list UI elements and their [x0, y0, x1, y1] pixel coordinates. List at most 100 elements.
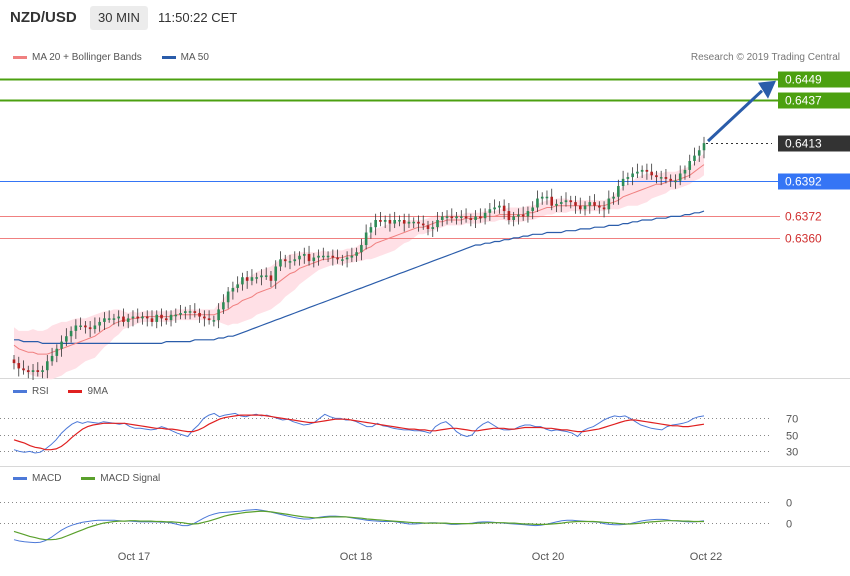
candle	[540, 192, 544, 205]
candle	[650, 163, 653, 180]
candle-body	[450, 216, 454, 219]
rsi-tick-label: 70	[786, 414, 798, 426]
rsi-tick-label: 50	[786, 431, 798, 443]
candle	[488, 203, 492, 221]
candle-body	[279, 259, 282, 267]
legend-rsi-item: RSI	[12, 386, 49, 397]
candle-body	[564, 200, 568, 203]
candle-body	[345, 257, 349, 260]
macd-signal-line	[13, 510, 704, 541]
candle	[174, 308, 178, 323]
candle-body	[526, 211, 530, 217]
candle-body	[212, 320, 216, 322]
candle-body	[188, 311, 192, 313]
candle-body	[598, 205, 601, 208]
candle-body	[636, 171, 639, 174]
candle-body	[602, 207, 606, 210]
candle	[498, 201, 501, 214]
candle	[436, 211, 439, 232]
candle	[312, 253, 316, 268]
candle	[193, 303, 197, 318]
candle-body	[31, 370, 35, 372]
candle-body	[488, 209, 492, 213]
candle	[669, 174, 672, 187]
candle	[569, 195, 573, 209]
candle-body	[540, 196, 544, 199]
candle	[298, 251, 301, 266]
candle	[302, 247, 306, 264]
candle	[17, 356, 21, 377]
candle	[602, 201, 606, 218]
candle-body	[17, 363, 21, 369]
candle	[36, 362, 40, 377]
candle	[350, 247, 354, 263]
candle	[655, 170, 658, 184]
candle-body	[512, 216, 515, 220]
timeframe-badge[interactable]: 30 MIN	[90, 6, 148, 30]
candle-body	[217, 309, 220, 321]
candle-body	[274, 266, 278, 281]
candle-body	[612, 196, 615, 199]
candle	[631, 167, 634, 186]
candle-body	[69, 330, 73, 337]
candle-body	[545, 196, 549, 199]
legend-macd-signal-item: MACD Signal	[80, 473, 160, 484]
candle	[169, 310, 173, 327]
candle	[198, 308, 201, 323]
candle	[241, 272, 244, 291]
candle-body	[588, 202, 592, 206]
candle	[264, 267, 268, 280]
candle	[702, 136, 706, 159]
candle	[279, 251, 282, 271]
candle-body	[293, 259, 297, 262]
candle-body	[645, 169, 649, 172]
rsi-panel: 70 50 30	[0, 412, 798, 459]
candle-body	[402, 220, 406, 224]
candle	[640, 165, 644, 178]
candle	[674, 174, 677, 189]
candle	[502, 199, 506, 220]
candle-body	[84, 325, 87, 328]
candle	[164, 310, 168, 325]
legend-9ma-swatch	[68, 389, 83, 393]
candle	[93, 317, 97, 334]
candle-body	[517, 214, 520, 217]
candle	[184, 306, 187, 320]
candle-body	[145, 316, 149, 319]
candle	[31, 363, 35, 381]
candle-body	[150, 318, 154, 322]
forecast-arrow-head	[758, 80, 776, 99]
candle-body	[322, 255, 325, 258]
candle	[531, 201, 534, 220]
candle-body	[336, 257, 339, 260]
candle-body	[317, 255, 320, 258]
candle-body	[74, 325, 78, 331]
candle-body	[412, 221, 416, 224]
candle	[512, 211, 515, 227]
candle-body	[65, 336, 68, 342]
candle	[407, 213, 411, 229]
candle	[50, 347, 54, 366]
candle	[122, 308, 125, 327]
candle-body	[255, 277, 258, 279]
legend-macd-swatch	[13, 476, 27, 480]
candle	[317, 249, 320, 266]
candle	[112, 313, 116, 325]
candle-body	[231, 287, 235, 292]
macd-legend: MACD MACD Signal	[12, 473, 176, 484]
bollinger-band-area	[14, 153, 704, 380]
candle	[250, 269, 254, 286]
candle-body	[117, 316, 120, 319]
candle	[260, 269, 263, 286]
candle-body	[179, 312, 182, 315]
candle	[345, 251, 349, 268]
candle	[207, 310, 211, 325]
candle-body	[569, 200, 573, 203]
candle-body	[264, 275, 268, 277]
candle	[22, 360, 25, 375]
candle-body	[445, 216, 449, 218]
candle	[479, 208, 482, 223]
candle	[126, 313, 130, 329]
candle	[455, 211, 458, 225]
candle	[464, 208, 468, 223]
